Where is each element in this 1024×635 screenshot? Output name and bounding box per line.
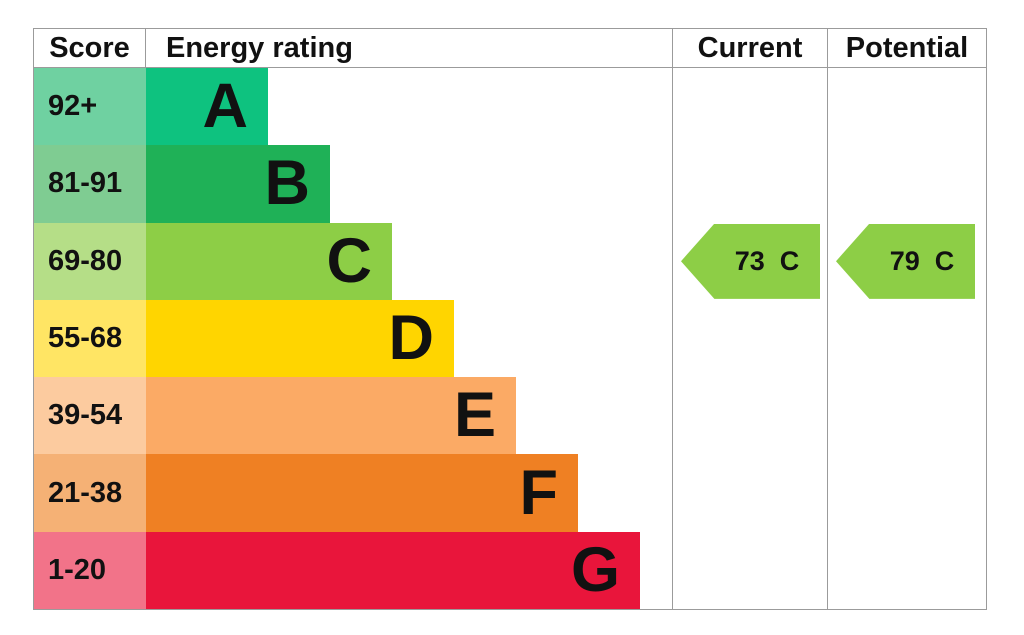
score-band-d: 55-68 [34, 299, 146, 378]
rating-letter: E [453, 380, 496, 451]
score-column: 92+ 81-91 69-80 55-68 39-54 21-38 1-20 [34, 68, 146, 609]
energy-band-row-a: A [146, 68, 672, 146]
rating-letter: A [202, 71, 249, 142]
score-band-c: 69-80 [34, 222, 146, 300]
epc-rating-table: Score Energy rating Current Potential 92… [33, 28, 987, 610]
rating-bar-g: G [146, 531, 640, 609]
score-range-label: 81-91 [48, 167, 123, 200]
rating-letter: B [264, 148, 311, 219]
current-rating-arrow: 73 C [681, 223, 820, 299]
current-score-value: 73 [734, 245, 765, 276]
potential-column: 79 C [828, 68, 986, 609]
score-band-f: 21-38 [34, 454, 146, 532]
rating-letter: F [519, 457, 558, 528]
energy-band-row-f: F [146, 454, 672, 532]
header-score: Score [34, 29, 146, 67]
energy-band-row-c: C [146, 222, 672, 300]
score-range-label: 55-68 [48, 321, 123, 354]
rating-letter: D [388, 302, 435, 373]
rating-letter: C [326, 225, 373, 296]
score-range-label: 1-20 [48, 553, 107, 586]
header-current: Current [673, 29, 828, 67]
score-band-e: 39-54 [34, 377, 146, 455]
energy-band-row-e: E [146, 377, 672, 455]
energy-band-row-g: G [146, 531, 672, 609]
rating-bar-d: D [146, 299, 454, 378]
energy-band-row-d: D [146, 299, 672, 378]
score-band-b: 81-91 [34, 145, 146, 223]
score-range-label: 92+ [48, 90, 98, 123]
rating-bar-f: F [146, 454, 578, 532]
rating-bar-a: A [146, 68, 268, 146]
score-range-label: 39-54 [48, 399, 123, 432]
header-energy-rating: Energy rating [146, 29, 673, 67]
energy-band-row-b: B [146, 145, 672, 223]
table-header-row: Score Energy rating Current Potential [34, 29, 986, 68]
potential-rating-arrow: 79 C [836, 223, 975, 299]
score-band-g: 1-20 [34, 531, 146, 609]
score-range-label: 69-80 [48, 244, 123, 277]
rating-bar-b: B [146, 145, 330, 223]
header-potential: Potential [845, 31, 969, 64]
current-rating-letter: C [779, 245, 800, 276]
potential-score-value: 79 [889, 245, 920, 276]
current-column: 73 C [673, 68, 828, 609]
potential-rating-letter: C [934, 245, 955, 276]
rating-bar-e: E [146, 377, 516, 455]
score-range-label: 21-38 [48, 476, 123, 509]
score-band-a: 92+ [34, 68, 146, 146]
rating-letter: G [570, 534, 620, 605]
rating-bar-c: C [146, 222, 392, 300]
